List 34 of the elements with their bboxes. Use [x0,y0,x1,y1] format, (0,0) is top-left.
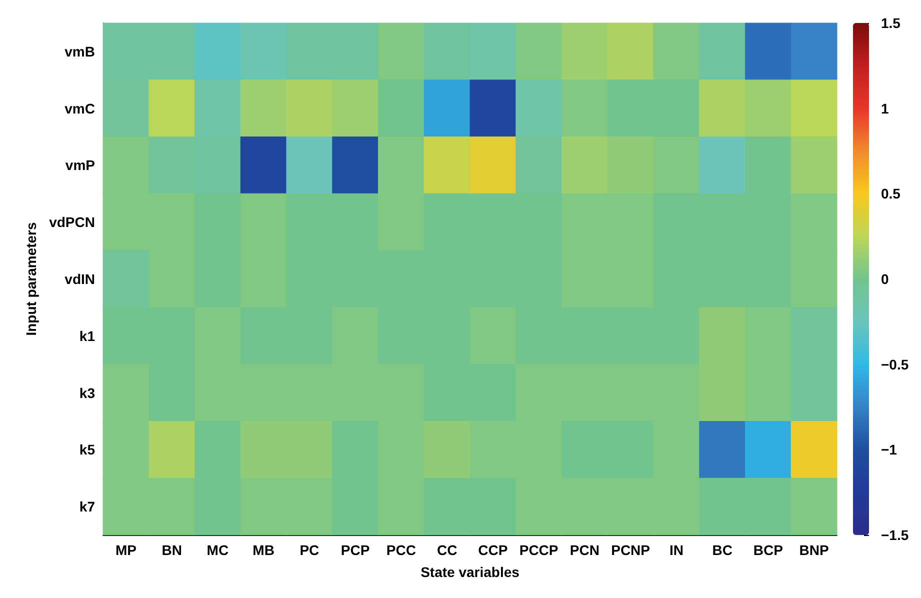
y-tick-label: k7 [79,498,96,515]
x-tick-label: BNP [799,542,829,558]
y-tick-label: k5 [79,442,96,458]
x-tick-label: BCP [753,542,783,558]
x-tick-label: PCNP [611,542,650,558]
x-tick-label: CCP [478,542,508,558]
y-tick-label: vdPCN [49,214,95,230]
x-tick-label: MP [115,542,136,558]
color-bar-label: 0.5 [881,186,901,202]
x-tick-label: BC [712,542,732,558]
x-tick-label: MB [252,542,274,558]
x-axis-title: State variables [420,564,520,580]
color-bar-label: −0.5 [881,356,909,372]
y-tick-label: k3 [79,384,96,401]
y-tick-label: vmB [64,43,95,60]
y-axis-title: Input parameters [23,222,39,336]
y-tick-label: vmC [64,100,95,116]
x-tick-label: PCC [386,542,416,558]
color-bar-label: 0 [881,271,889,287]
y-tick-label: vmP [65,157,95,174]
x-tick-label: IN [669,542,684,558]
y-tick-label: k1 [79,328,96,344]
x-tick-label: BN [162,542,182,558]
x-tick-label: PCN [570,542,600,558]
x-tick-label: PCP [340,542,370,558]
x-tick-label: PC [300,542,320,558]
x-tick-label: PCCP [519,542,558,558]
y-tick-label: vdIN [64,271,95,287]
x-tick-label: CC [436,542,458,558]
color-bar-label: −1 [881,442,898,458]
color-bar-label: 1 [881,100,889,116]
x-tick-label: MC [206,542,229,558]
color-bar-label: 1.5 [881,15,901,31]
color-bar-label: −1.5 [881,527,909,543]
